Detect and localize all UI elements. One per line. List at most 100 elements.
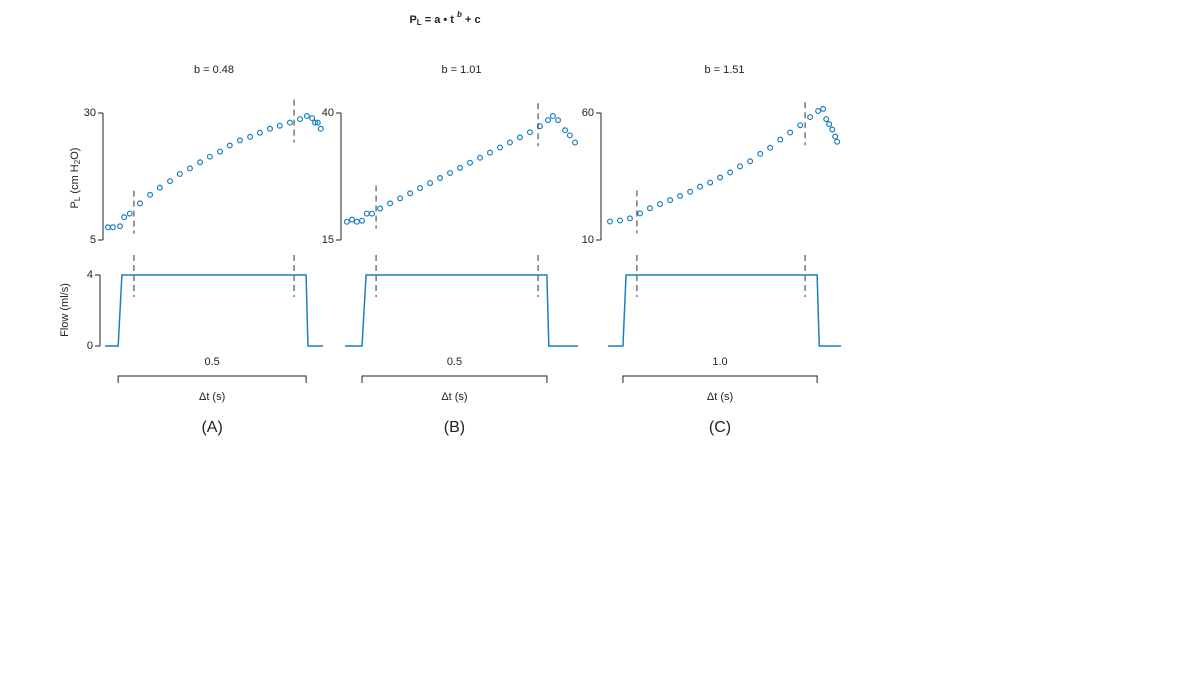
data-point xyxy=(820,105,827,112)
data-point xyxy=(117,223,124,230)
data-point xyxy=(829,126,836,133)
data-point xyxy=(757,150,764,157)
data-point xyxy=(377,205,384,212)
panel-label: (B) xyxy=(444,419,465,436)
data-point xyxy=(486,149,493,156)
panel-label: (A) xyxy=(201,419,222,436)
data-point xyxy=(417,185,424,192)
data-point xyxy=(267,125,274,132)
flow-line xyxy=(608,274,841,347)
data-point xyxy=(167,178,174,185)
label-part: (cm H xyxy=(69,164,81,196)
data-point xyxy=(349,216,356,223)
data-point xyxy=(815,107,822,114)
data-point xyxy=(832,133,839,140)
data-point xyxy=(359,217,366,224)
x-axis-label: Δt (s) xyxy=(441,391,467,403)
label-part: P xyxy=(69,201,81,208)
scale-bar xyxy=(117,375,307,383)
data-point xyxy=(516,134,523,141)
data-point xyxy=(368,210,375,217)
data-point xyxy=(343,218,350,225)
data-point xyxy=(606,218,613,225)
scale-bar-label: 0.5 xyxy=(447,356,462,368)
data-point xyxy=(276,122,283,129)
data-point xyxy=(727,169,734,176)
data-point xyxy=(427,180,434,187)
data-point xyxy=(226,142,233,149)
y-tick-label: 30 xyxy=(84,107,96,119)
figure-title: PL = a • t b + c xyxy=(409,10,480,27)
data-point xyxy=(206,153,213,160)
data-point xyxy=(467,159,474,166)
data-point xyxy=(717,174,724,181)
data-point xyxy=(626,215,633,222)
title-part: + c xyxy=(462,14,481,26)
data-point xyxy=(767,144,774,151)
data-point xyxy=(496,144,503,151)
data-point xyxy=(777,136,784,143)
flow-line xyxy=(105,274,323,347)
label-part: 2 xyxy=(73,159,82,164)
data-point xyxy=(317,125,324,132)
x-axis-label: Δt (s) xyxy=(199,391,225,403)
title-part: = a • t xyxy=(422,14,457,26)
y-tick-label: 5 xyxy=(90,234,96,246)
y-tick-label: 4 xyxy=(87,269,93,281)
y-tick-label: 10 xyxy=(582,234,594,246)
scale-bar-label: 1.0 xyxy=(712,356,727,368)
title-part: L xyxy=(417,18,422,27)
x-axis-label: Δt (s) xyxy=(707,391,733,403)
y-axis-label: Flow (ml/s) xyxy=(59,283,71,337)
data-point xyxy=(447,169,454,176)
data-point xyxy=(737,163,744,170)
data-point xyxy=(297,116,304,123)
data-point xyxy=(823,116,830,123)
data-point xyxy=(363,210,370,217)
flow-line xyxy=(345,274,578,347)
data-point xyxy=(437,175,444,182)
data-point xyxy=(545,117,552,124)
data-point xyxy=(506,139,513,146)
data-point xyxy=(566,132,573,139)
data-point xyxy=(105,224,112,231)
data-point xyxy=(109,224,116,231)
data-point xyxy=(121,214,128,221)
data-point xyxy=(186,165,193,172)
data-point xyxy=(176,170,183,177)
y-tick-label: 15 xyxy=(322,234,334,246)
data-point xyxy=(526,129,533,136)
data-point xyxy=(826,121,833,128)
y-tick-label: 0 xyxy=(87,340,93,352)
data-point xyxy=(407,190,414,197)
data-point xyxy=(256,129,263,136)
data-point xyxy=(646,205,653,212)
data-point xyxy=(657,201,664,208)
y-tick-label: 40 xyxy=(322,107,334,119)
data-point xyxy=(156,184,163,191)
data-point xyxy=(286,119,293,126)
data-point xyxy=(707,179,714,186)
panel-subtitle: b = 1.51 xyxy=(704,64,744,76)
data-point xyxy=(677,193,684,200)
data-point xyxy=(457,164,464,171)
data-point xyxy=(747,158,754,165)
data-point xyxy=(687,188,694,195)
panel-subtitle: b = 1.01 xyxy=(441,64,481,76)
data-point xyxy=(312,119,319,126)
data-point xyxy=(353,218,360,225)
data-point xyxy=(126,210,133,217)
data-point xyxy=(217,148,224,155)
data-point xyxy=(197,159,204,166)
data-point xyxy=(797,122,804,129)
data-point xyxy=(387,200,394,207)
title-part: P xyxy=(409,14,416,26)
label-part: O) xyxy=(69,148,81,160)
data-point xyxy=(236,137,243,144)
data-point xyxy=(697,183,704,190)
data-point xyxy=(617,217,624,224)
scale-bar-label: 0.5 xyxy=(204,356,219,368)
data-point xyxy=(549,113,556,120)
data-point xyxy=(787,129,794,136)
